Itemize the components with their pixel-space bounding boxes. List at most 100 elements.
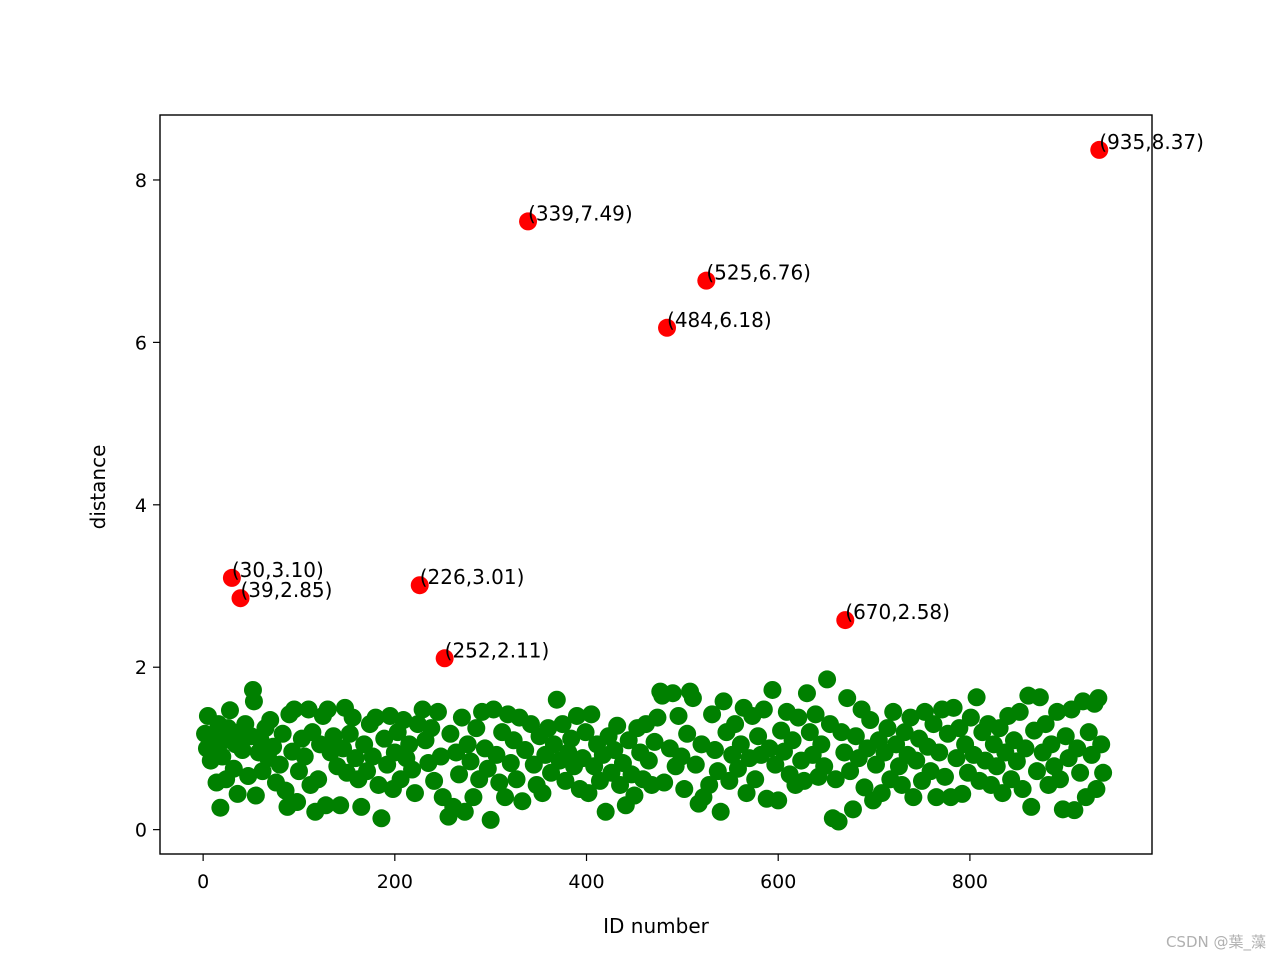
inlier-point bbox=[901, 708, 920, 727]
inlier-point bbox=[331, 796, 350, 815]
inlier-point bbox=[1092, 735, 1111, 754]
inlier-point bbox=[663, 684, 682, 703]
inlier-point bbox=[947, 749, 966, 768]
inlier-point bbox=[789, 708, 808, 727]
inlier-point bbox=[481, 810, 500, 829]
inlier-point bbox=[884, 702, 903, 721]
inlier-point bbox=[464, 788, 483, 807]
inlier-point bbox=[746, 770, 765, 789]
inlier-point bbox=[213, 747, 232, 766]
inlier-point bbox=[611, 775, 630, 794]
outlier-label: (935,8.37) bbox=[1099, 130, 1204, 154]
inlier-point bbox=[645, 732, 664, 751]
inlier-point bbox=[496, 788, 515, 807]
inlier-point bbox=[244, 692, 263, 711]
y-tick-label: 4 bbox=[135, 495, 147, 517]
outlier-label: (670,2.58) bbox=[845, 600, 950, 624]
inlier-point bbox=[285, 700, 304, 719]
inlier-point bbox=[458, 735, 477, 754]
inlier-point bbox=[639, 751, 658, 770]
x-axis-label: ID number bbox=[603, 914, 709, 938]
inlier-point bbox=[467, 719, 486, 738]
inlier-point bbox=[726, 715, 745, 734]
inlier-point bbox=[289, 762, 308, 781]
inlier-point bbox=[431, 747, 450, 766]
inlier-point bbox=[559, 743, 578, 762]
inlier-point bbox=[797, 684, 816, 703]
x-tick-label: 200 bbox=[377, 871, 413, 893]
inlier-point bbox=[967, 688, 986, 707]
outlier-point bbox=[410, 576, 429, 595]
inlier-point bbox=[672, 747, 691, 766]
inlier-point bbox=[516, 741, 535, 760]
inlier-point bbox=[826, 770, 845, 789]
outlier-point bbox=[519, 212, 538, 231]
inlier-point bbox=[375, 729, 394, 748]
outlier-point bbox=[231, 589, 250, 608]
inlier-point bbox=[1027, 762, 1046, 781]
inlier-point bbox=[1068, 739, 1087, 758]
inlier-point bbox=[576, 723, 595, 742]
inlier-point bbox=[683, 689, 702, 708]
inlier-point bbox=[861, 711, 880, 730]
inlier-point bbox=[815, 757, 834, 776]
inlier-point bbox=[655, 773, 674, 792]
inlier-point bbox=[769, 791, 788, 810]
inlier-point bbox=[927, 788, 946, 807]
inlier-point bbox=[288, 793, 307, 812]
outlier-label: (525,6.76) bbox=[706, 261, 811, 285]
x-tick-label: 400 bbox=[568, 871, 604, 893]
inlier-point bbox=[579, 784, 598, 803]
inlier-point bbox=[1013, 780, 1032, 799]
outlier-label: (339,7.49) bbox=[528, 201, 633, 225]
inlier-point bbox=[895, 723, 914, 742]
inlier-point bbox=[1016, 739, 1035, 758]
inlier-point bbox=[950, 719, 969, 738]
inlier-point bbox=[806, 705, 825, 724]
outlier-point bbox=[658, 318, 677, 337]
inlier-point bbox=[1010, 702, 1029, 721]
inlier-point bbox=[233, 741, 252, 760]
inlier-point bbox=[763, 680, 782, 699]
inlier-point bbox=[413, 700, 432, 719]
inlier-point bbox=[273, 724, 292, 743]
inlier-point bbox=[343, 708, 362, 727]
inlier-point bbox=[1094, 763, 1113, 782]
outlier-point bbox=[435, 649, 454, 668]
inlier-point bbox=[478, 759, 497, 778]
inlier-point bbox=[553, 715, 572, 734]
inlier-point bbox=[1030, 688, 1049, 707]
inlier-point bbox=[428, 702, 447, 721]
inlier-point bbox=[372, 809, 391, 828]
inlier-point bbox=[346, 749, 365, 768]
inlier-point bbox=[1087, 780, 1106, 799]
inlier-point bbox=[299, 700, 318, 719]
inlier-point bbox=[608, 716, 627, 735]
inlier-point bbox=[562, 729, 581, 748]
inlier-point bbox=[749, 727, 768, 746]
inlier-point bbox=[700, 775, 719, 794]
inlier-point bbox=[363, 747, 382, 766]
inlier-point bbox=[596, 802, 615, 821]
inlier-point bbox=[907, 751, 926, 770]
y-axis-label: distance bbox=[86, 445, 110, 530]
inlier-point bbox=[835, 743, 854, 762]
inlier-point bbox=[987, 757, 1006, 776]
outlier-annotations: (30,3.10)(39,2.85) (226,3.01) (252,2.11) (3… bbox=[232, 130, 1204, 662]
inlier-point bbox=[452, 708, 471, 727]
inlier-point bbox=[728, 759, 747, 778]
inlier-point bbox=[316, 796, 335, 815]
inlier-point bbox=[394, 711, 413, 730]
inlier-point bbox=[403, 760, 422, 779]
outlier-point bbox=[1090, 140, 1109, 159]
inlier-point bbox=[846, 727, 865, 746]
inlier-point bbox=[340, 724, 359, 743]
inlier-point bbox=[924, 715, 943, 734]
inlier-point bbox=[264, 737, 283, 756]
inlier-point bbox=[324, 727, 343, 746]
inlier-point bbox=[490, 773, 509, 792]
y-axis-ticks: 0 2 4 6 8 bbox=[135, 170, 160, 842]
inlier-point bbox=[731, 735, 750, 754]
inlier-point bbox=[892, 775, 911, 794]
inlier-point bbox=[829, 812, 848, 831]
